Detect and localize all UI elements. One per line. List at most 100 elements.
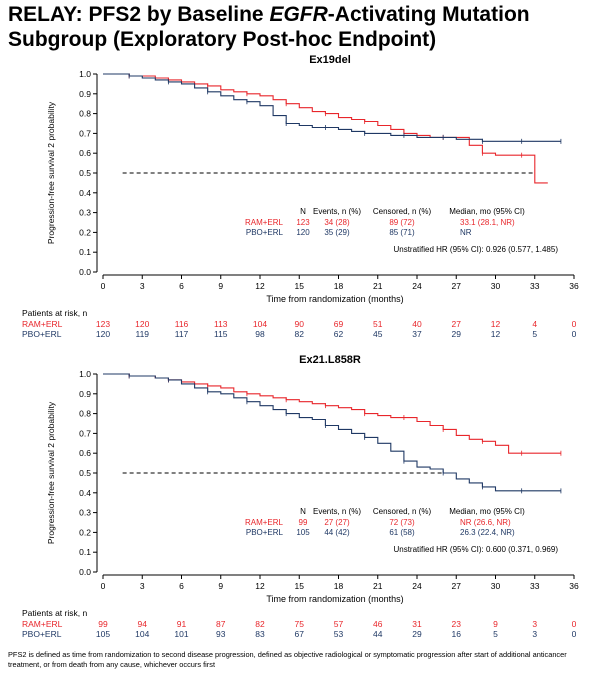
risk-value: 115 — [214, 329, 228, 339]
legend-cell: 27 (27) — [324, 518, 350, 527]
risk-value: 0 — [572, 629, 577, 639]
y-tick-label: 0.2 — [79, 527, 91, 537]
legend-header: Median, mo (95% CI) — [449, 507, 525, 516]
risk-value: 120 — [135, 319, 149, 329]
risk-value: 113 — [214, 319, 228, 329]
y-tick-label: 0.1 — [79, 247, 91, 257]
x-axis-label: Time from randomization (months) — [266, 294, 403, 304]
legend-cell: NR (26.6, NR) — [460, 518, 511, 527]
x-tick-label: 27 — [452, 581, 462, 591]
risk-value: 31 — [412, 619, 422, 629]
y-tick-label: 0.6 — [79, 148, 91, 158]
risk-value: 99 — [98, 619, 108, 629]
risk-value: 67 — [295, 629, 305, 639]
x-tick-label: 24 — [412, 581, 422, 591]
x-tick-label: 30 — [491, 281, 501, 291]
legend-cell: 33.1 (28.1, NR) — [460, 218, 515, 227]
x-tick-label: 18 — [334, 281, 344, 291]
risk-value: 29 — [452, 329, 462, 339]
legend-cell: 89 (72) — [389, 218, 415, 227]
risk-value: 5 — [493, 629, 498, 639]
y-tick-label: 0.6 — [79, 448, 91, 458]
title-italic: EGFR — [269, 3, 328, 26]
x-tick-label: 33 — [530, 581, 540, 591]
x-tick-label: 30 — [491, 581, 501, 591]
legend-cell: 44 (42) — [324, 528, 350, 537]
risk-value: 51 — [373, 319, 383, 329]
legend-cell: 120 — [296, 228, 310, 237]
risk-value: 0 — [572, 619, 577, 629]
legend-row-label: RAM+ERL — [245, 518, 284, 527]
risk-value: 29 — [412, 629, 422, 639]
risk-value: 3 — [532, 629, 537, 639]
y-tick-label: 0.8 — [79, 109, 91, 119]
legend-header: Censored, n (%) — [373, 507, 432, 516]
title-line-2: Subgroup (Exploratory Post-hoc Endpoint) — [8, 28, 437, 51]
x-tick-label: 9 — [218, 581, 223, 591]
risk-value: 27 — [452, 319, 462, 329]
x-tick-label: 15 — [295, 581, 305, 591]
legend-cell: 99 — [299, 518, 308, 527]
legend-cell: 123 — [296, 218, 310, 227]
y-tick-label: 0.8 — [79, 409, 91, 419]
chart-title: Ex21.L858R — [299, 354, 361, 366]
y-tick-label: 1.0 — [79, 369, 91, 379]
km-curve-ram-erl — [103, 73, 548, 184]
page-title: RELAY: PFS2 by Baseline EGFR-Activating … — [8, 2, 530, 52]
x-tick-label: 27 — [452, 281, 462, 291]
risk-value: 93 — [216, 629, 226, 639]
risk-value: 104 — [135, 629, 149, 639]
risk-value: 90 — [295, 319, 305, 329]
risk-value: 87 — [216, 619, 226, 629]
risk-value: 117 — [175, 329, 189, 339]
risk-value: 119 — [135, 329, 149, 339]
x-tick-label: 0 — [101, 581, 106, 591]
risk-row-label: PBO+ERL — [22, 329, 62, 339]
risk-value: 37 — [412, 329, 422, 339]
x-tick-label: 9 — [218, 281, 223, 291]
legend-cell: 26.3 (22.4, NR) — [460, 528, 515, 537]
risk-value: 105 — [96, 629, 110, 639]
x-tick-label: 36 — [569, 281, 579, 291]
risk-value: 98 — [255, 329, 265, 339]
legend-cell: 35 (29) — [324, 228, 350, 237]
x-tick-label: 15 — [295, 281, 305, 291]
risk-value: 40 — [412, 319, 422, 329]
legend-cell: NR — [460, 228, 472, 237]
risk-table-heading: Patients at risk, n — [22, 608, 87, 618]
legend-cell: 85 (71) — [389, 228, 415, 237]
legend-row-label: PBO+ERL — [246, 528, 284, 537]
risk-table-heading: Patients at risk, n — [22, 308, 87, 318]
y-tick-label: 0.3 — [79, 508, 91, 518]
risk-row-label: RAM+ERL — [22, 319, 63, 329]
x-tick-label: 12 — [255, 281, 265, 291]
y-tick-label: 0.2 — [79, 227, 91, 237]
y-tick-label: 0.9 — [79, 389, 91, 399]
km-curve-pbo-erl — [103, 373, 561, 492]
title-part-2: -Activating Mutation — [327, 3, 530, 26]
y-axis-label: Progression-free survival 2 probability — [46, 401, 56, 544]
risk-value: 91 — [177, 619, 187, 629]
risk-value: 5 — [532, 329, 537, 339]
x-tick-label: 3 — [140, 581, 145, 591]
legend-cell: 34 (28) — [324, 218, 350, 227]
risk-value: 23 — [452, 619, 462, 629]
risk-value: 82 — [255, 619, 265, 629]
risk-value: 83 — [255, 629, 265, 639]
x-tick-label: 12 — [255, 581, 265, 591]
risk-value: 3 — [532, 619, 537, 629]
x-tick-label: 18 — [334, 581, 344, 591]
hazard-ratio: Unstratified HR (95% CI): 0.600 (0.371, … — [393, 545, 558, 554]
legend-cell: 61 (58) — [389, 528, 415, 537]
risk-value: 116 — [175, 319, 189, 329]
risk-value: 45 — [373, 329, 383, 339]
risk-value: 57 — [334, 619, 344, 629]
risk-value: 12 — [491, 319, 501, 329]
risk-value: 12 — [491, 329, 501, 339]
risk-value: 9 — [493, 619, 498, 629]
legend-header: Events, n (%) — [313, 207, 361, 216]
legend-cell: 72 (73) — [389, 518, 415, 527]
risk-value: 94 — [138, 619, 148, 629]
risk-value: 120 — [96, 329, 110, 339]
y-tick-label: 0.5 — [79, 468, 91, 478]
